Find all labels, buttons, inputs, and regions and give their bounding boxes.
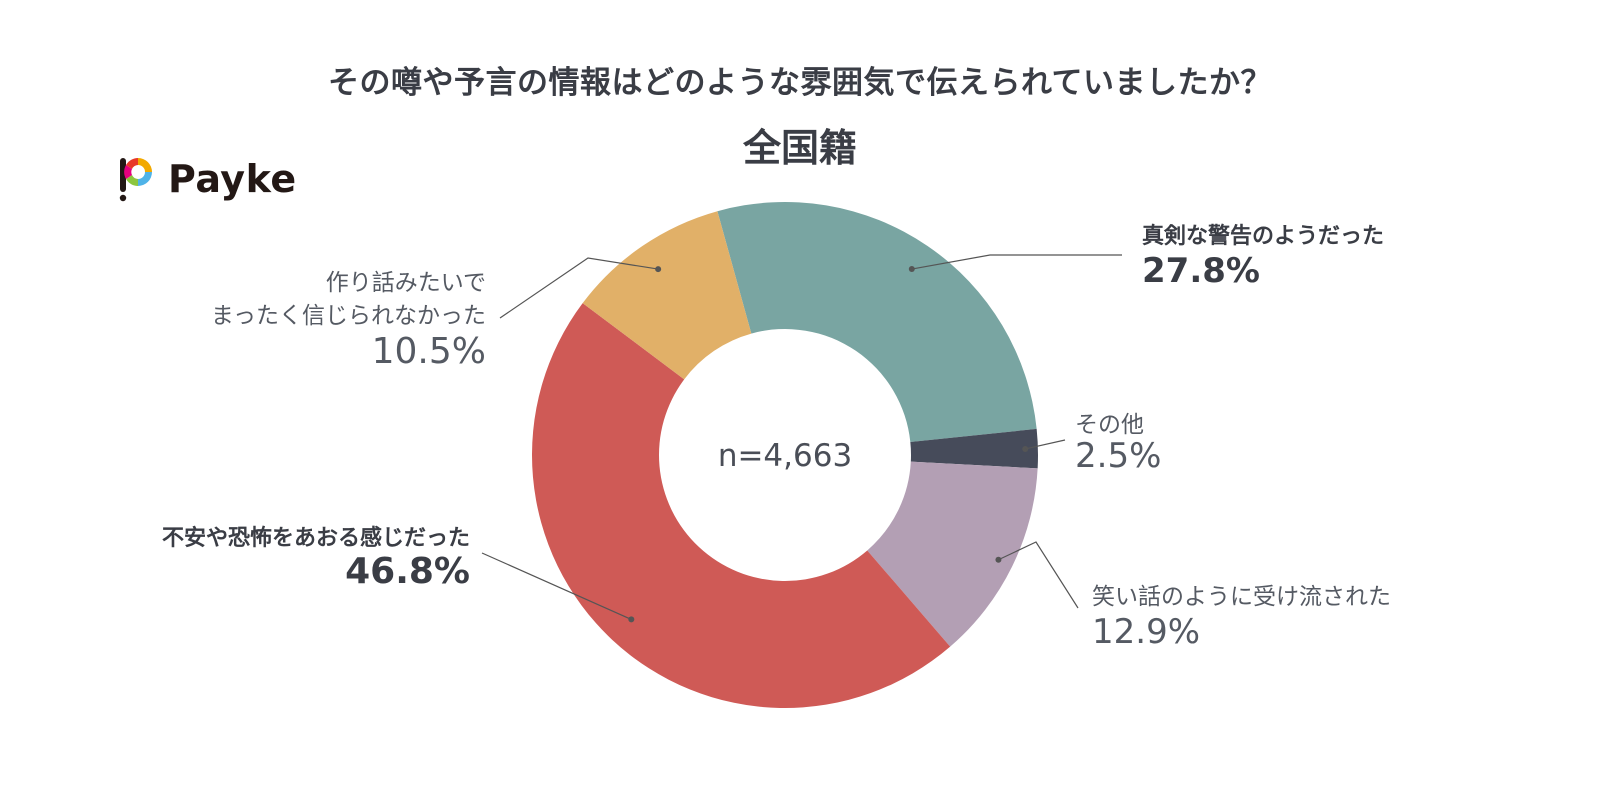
leader-line xyxy=(998,541,1079,609)
leader-line xyxy=(481,552,632,620)
slice-value-label: 46.8% xyxy=(345,551,470,592)
chart-title: その噂や予言の情報はどのような雰囲気で伝えられていましたか？ xyxy=(327,65,1273,101)
payke-logo: Payke xyxy=(118,154,297,204)
slice-value-label: 2.5% xyxy=(1075,436,1161,476)
slice-label: 笑い話のように受け流された xyxy=(1092,584,1391,610)
leader-line xyxy=(911,254,1122,270)
donut-slice xyxy=(910,428,1038,469)
slice-label: まったく信じられなかった xyxy=(211,303,486,329)
logo-text: Payke xyxy=(168,157,297,201)
donut-slice xyxy=(717,202,1037,443)
donut-slice xyxy=(582,211,752,380)
slice-label: 真剣な警告のようだった xyxy=(1142,223,1384,249)
slice-value-label: 12.9% xyxy=(1092,612,1200,652)
donut-slice xyxy=(531,303,951,709)
chart-subtitle: 全国籍 xyxy=(742,126,857,170)
leader-line xyxy=(499,257,659,319)
leader-line xyxy=(1025,439,1066,450)
sample-size-label: n=4,663 xyxy=(718,438,852,474)
slice-label: 不安や恐怖をあおる感じだった xyxy=(162,525,470,551)
payke-logo-icon xyxy=(119,158,152,202)
slice-value-label: 10.5% xyxy=(372,331,486,372)
slice-label: 作り話みたいで xyxy=(326,270,486,296)
slice-label: その他 xyxy=(1075,412,1144,438)
donut-slice xyxy=(867,461,1038,647)
slice-value-label: 27.8% xyxy=(1142,251,1260,291)
